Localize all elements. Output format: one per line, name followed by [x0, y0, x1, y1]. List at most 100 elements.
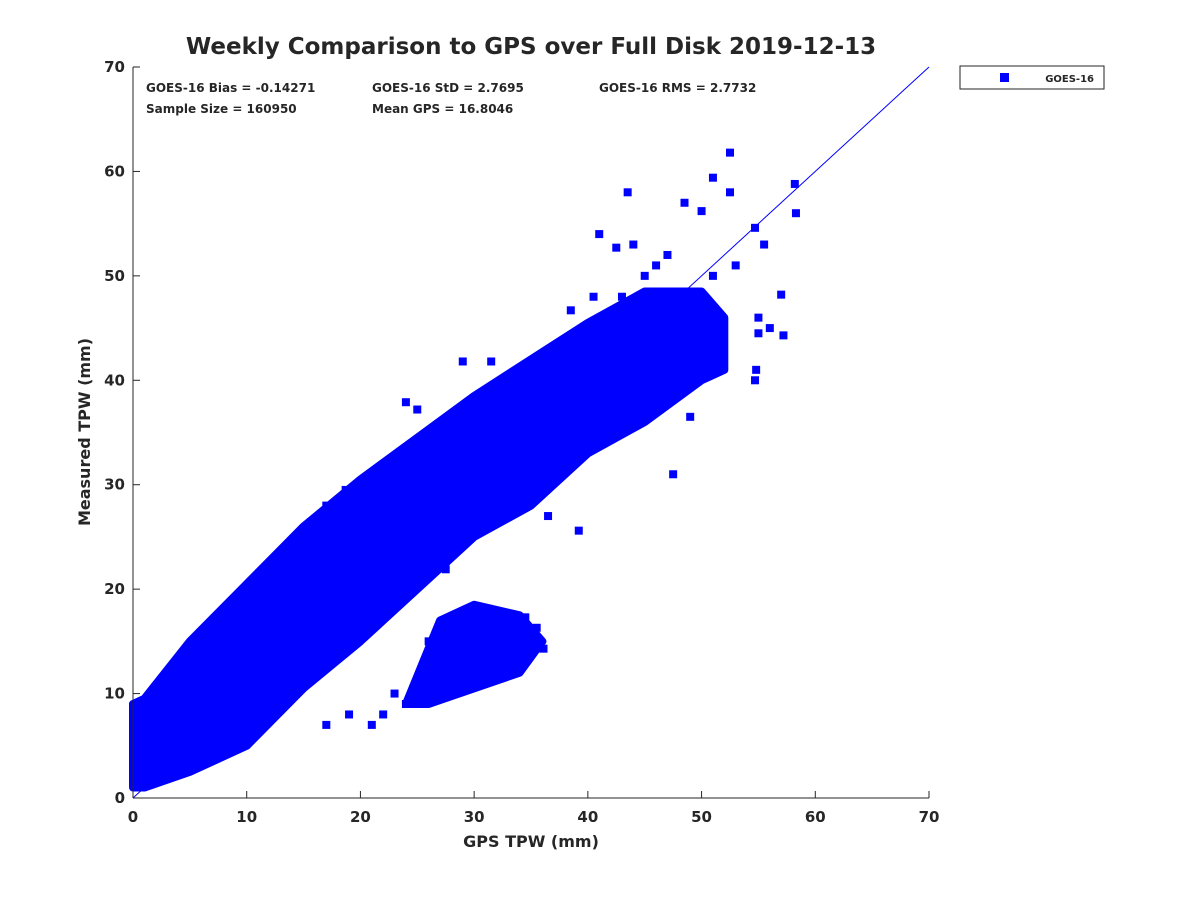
scatter-point [509, 621, 518, 630]
x-tick-label: 20 [350, 808, 371, 826]
scatter-point [185, 658, 194, 667]
scatter-point [566, 306, 575, 315]
scatter-point [697, 207, 706, 216]
scatter-point [612, 243, 621, 252]
scatter-point [401, 700, 410, 709]
y-tick-label: 0 [115, 789, 125, 807]
y-tick-label: 10 [104, 685, 125, 703]
scatter-point [379, 710, 388, 719]
scatter-point [418, 664, 427, 673]
scatter-point [708, 173, 717, 182]
x-axis-label: GPS TPW (mm) [463, 832, 599, 851]
y-tick-label: 40 [104, 371, 125, 389]
scatter-point [754, 313, 763, 322]
scatter-point [458, 357, 467, 366]
scatter-point [595, 230, 604, 239]
scatter-point [322, 720, 331, 729]
scatter-point [686, 412, 695, 421]
x-tick-label: 30 [464, 808, 485, 826]
y-tick-label: 70 [104, 58, 125, 76]
scatter-point [726, 148, 734, 157]
scatter-point [779, 331, 788, 340]
scatter-point [532, 623, 541, 632]
scatter-point [413, 405, 422, 414]
scatter-point [341, 485, 350, 494]
scatter-point [777, 290, 786, 299]
scatter-point [606, 418, 615, 427]
scatter-point [481, 626, 490, 635]
scatter-point [441, 565, 450, 574]
scatter-point [617, 292, 626, 301]
stat-std: GOES-16 StD = 2.7695 [372, 81, 524, 95]
scatter-point [791, 209, 800, 218]
stat-sample-size: Sample Size = 160950 [146, 102, 297, 116]
scatter-point [640, 271, 649, 280]
stat-rms: GOES-16 RMS = 2.7732 [599, 81, 756, 95]
scatter-point [539, 644, 548, 653]
scatter-point [600, 313, 609, 322]
scatter-point [322, 501, 331, 510]
legend-marker [1000, 73, 1009, 82]
scatter-point [259, 576, 268, 585]
scatter-point [574, 526, 583, 535]
scatter-point [589, 292, 598, 301]
scatter-point [163, 679, 172, 688]
scatter-point [480, 674, 489, 683]
x-tick-label: 70 [919, 808, 940, 826]
y-tick-label: 20 [104, 580, 125, 598]
scatter-point [367, 720, 376, 729]
scatter-point [754, 329, 763, 338]
legend-label: GOES-16 [1045, 74, 1094, 85]
y-tick-label: 60 [104, 162, 125, 180]
scatter-point [765, 324, 774, 333]
scatter-point [447, 679, 456, 688]
scatter-point [790, 179, 799, 188]
x-tick-label: 10 [236, 808, 257, 826]
x-tick-label: 40 [577, 808, 598, 826]
scatter-point [669, 470, 678, 479]
scatter-point [345, 710, 354, 719]
scatter-point [436, 668, 445, 677]
scatter-point [760, 240, 769, 249]
scatter-point [345, 491, 354, 500]
scatter-point [731, 261, 740, 270]
scatter-point [629, 240, 638, 249]
y-axis-label: Measured TPW (mm) [75, 338, 94, 526]
scatter-point [462, 683, 471, 692]
scatter-point [401, 398, 410, 407]
scatter-point [623, 188, 632, 197]
x-tick-label: 50 [691, 808, 712, 826]
legend: GOES-16 [959, 65, 1105, 90]
scatter-point [276, 553, 285, 562]
dense-scatter-region [129, 287, 729, 792]
x-tick-label: 0 [128, 808, 138, 826]
scatter-point [242, 599, 251, 608]
scatter-point [481, 679, 490, 688]
scatter-point [504, 491, 513, 500]
scatter-point [751, 223, 760, 232]
scatter-point [487, 357, 496, 366]
one-to-one-line [132, 66, 930, 799]
scatter-point [197, 647, 206, 656]
y-tick-label: 50 [104, 267, 125, 285]
scatter-point [515, 461, 524, 470]
scatter-point [426, 668, 435, 677]
scatter-point [219, 616, 228, 625]
scatter-point [752, 365, 761, 374]
scatter-point [708, 271, 717, 280]
scatter-point [652, 261, 661, 270]
scatter-point [492, 647, 501, 656]
scatter-point [572, 438, 581, 447]
x-tick-label: 60 [805, 808, 826, 826]
chart-title: Weekly Comparison to GPS over Full Disk … [186, 34, 876, 60]
scatter-point [751, 376, 760, 385]
scatter-point [544, 512, 553, 521]
scatter-point [680, 198, 689, 207]
scatter-point [663, 250, 672, 259]
scatter-point [134, 762, 143, 771]
y-tick-label: 30 [104, 476, 125, 494]
scatter-point [726, 188, 734, 197]
scatter-point [424, 637, 433, 646]
stat-mean-gps: Mean GPS = 16.8046 [372, 102, 513, 116]
